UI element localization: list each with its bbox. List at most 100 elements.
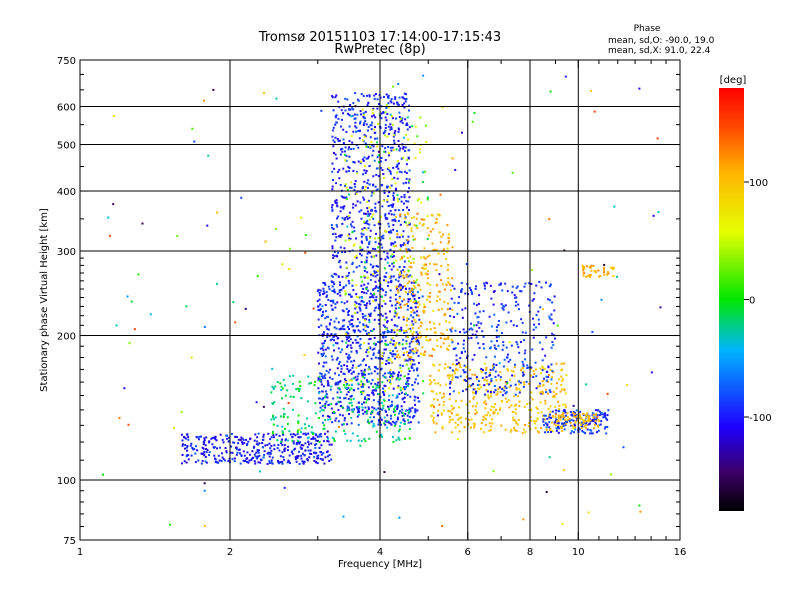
- echo-point: [410, 356, 413, 359]
- echo-point: [365, 261, 368, 264]
- echo-point: [324, 348, 327, 351]
- echo-point: [376, 107, 379, 110]
- echo-point: [547, 376, 550, 379]
- echo-point: [526, 364, 529, 367]
- echo-point: [332, 129, 335, 132]
- echo-point: [505, 391, 508, 394]
- echo-point: [400, 171, 403, 174]
- echo-point: [449, 366, 452, 369]
- echo-point: [346, 409, 349, 412]
- echo-point: [389, 289, 392, 292]
- echo-point: [367, 342, 370, 345]
- echo-point: [413, 350, 416, 353]
- echo-point: [366, 222, 369, 225]
- echo-point: [490, 392, 493, 395]
- echo-point: [573, 423, 576, 426]
- echo-point: [486, 379, 489, 382]
- echo-point: [514, 412, 517, 415]
- echo-point: [572, 412, 575, 415]
- echo-point: [369, 337, 372, 340]
- echo-point: [363, 212, 366, 215]
- echo-point: [355, 293, 358, 296]
- echo-point: [336, 383, 339, 386]
- echo-point: [492, 368, 495, 371]
- echo-point: [345, 170, 348, 173]
- echo-point: [205, 451, 208, 454]
- echo-point: [333, 250, 336, 253]
- echo-point: [258, 454, 261, 457]
- echo-point: [548, 426, 551, 429]
- echo-point: [414, 286, 417, 289]
- echo-point: [354, 300, 357, 303]
- echo-point: [521, 360, 524, 363]
- echo-point: [443, 337, 446, 340]
- echo-point: [314, 452, 317, 455]
- echo-point: [549, 405, 552, 408]
- echo-point: [379, 166, 382, 169]
- echo-point: [385, 410, 388, 413]
- echo-point: [448, 415, 451, 418]
- echo-point: [558, 404, 561, 407]
- echo-point: [340, 118, 343, 121]
- echo-point: [389, 209, 392, 212]
- echo-point: [385, 291, 388, 294]
- echo-point: [387, 407, 390, 410]
- echo-point: [406, 242, 409, 245]
- echo-point: [455, 413, 458, 416]
- echo-point: [388, 387, 391, 390]
- echo-point: [399, 120, 402, 123]
- echo-point: [331, 170, 334, 173]
- echo-point: [485, 368, 488, 371]
- echo-point: [347, 214, 350, 217]
- echo-point: [451, 246, 454, 249]
- echo-point: [398, 516, 401, 519]
- echo-point: [557, 414, 560, 417]
- echo-point: [331, 436, 334, 439]
- echo-point: [332, 301, 335, 304]
- echo-point: [422, 309, 425, 312]
- echo-point: [241, 437, 244, 440]
- echo-point: [464, 292, 467, 295]
- echo-point: [328, 323, 331, 326]
- echo-point: [553, 394, 556, 397]
- echo-point: [380, 257, 383, 260]
- echo-point: [397, 128, 400, 131]
- echo-point: [389, 146, 392, 149]
- echo-point: [272, 387, 275, 390]
- echo-point: [554, 413, 557, 416]
- echo-point: [389, 123, 392, 126]
- echo-point: [353, 389, 356, 392]
- echo-point: [368, 338, 371, 341]
- echo-point: [596, 416, 599, 419]
- echo-point: [448, 283, 451, 286]
- echo-point: [376, 98, 379, 101]
- echo-point: [402, 285, 405, 288]
- echo-point: [395, 259, 398, 262]
- echo-point: [295, 443, 298, 446]
- echo-point: [377, 303, 380, 306]
- echo-point: [416, 291, 419, 294]
- echo-point: [531, 398, 534, 401]
- echo-point: [603, 273, 606, 276]
- echo-point: [552, 322, 555, 325]
- echo-point: [340, 301, 343, 304]
- echo-point: [505, 380, 508, 383]
- echo-point: [240, 454, 243, 457]
- echo-point: [393, 213, 396, 216]
- echo-point: [336, 255, 339, 258]
- echo-point: [593, 417, 596, 420]
- echo-point: [424, 272, 427, 275]
- echo-point: [483, 401, 486, 404]
- echo-point: [403, 303, 406, 306]
- echo-point: [337, 337, 340, 340]
- echo-point: [506, 356, 509, 359]
- echo-point: [382, 199, 385, 202]
- echo-point: [288, 375, 291, 378]
- echo-point: [374, 344, 377, 347]
- echo-point: [554, 424, 557, 427]
- echo-point: [203, 489, 206, 492]
- echo-point: [417, 327, 420, 330]
- echo-point: [494, 403, 497, 406]
- echo-point: [392, 102, 395, 105]
- echo-point: [376, 188, 379, 191]
